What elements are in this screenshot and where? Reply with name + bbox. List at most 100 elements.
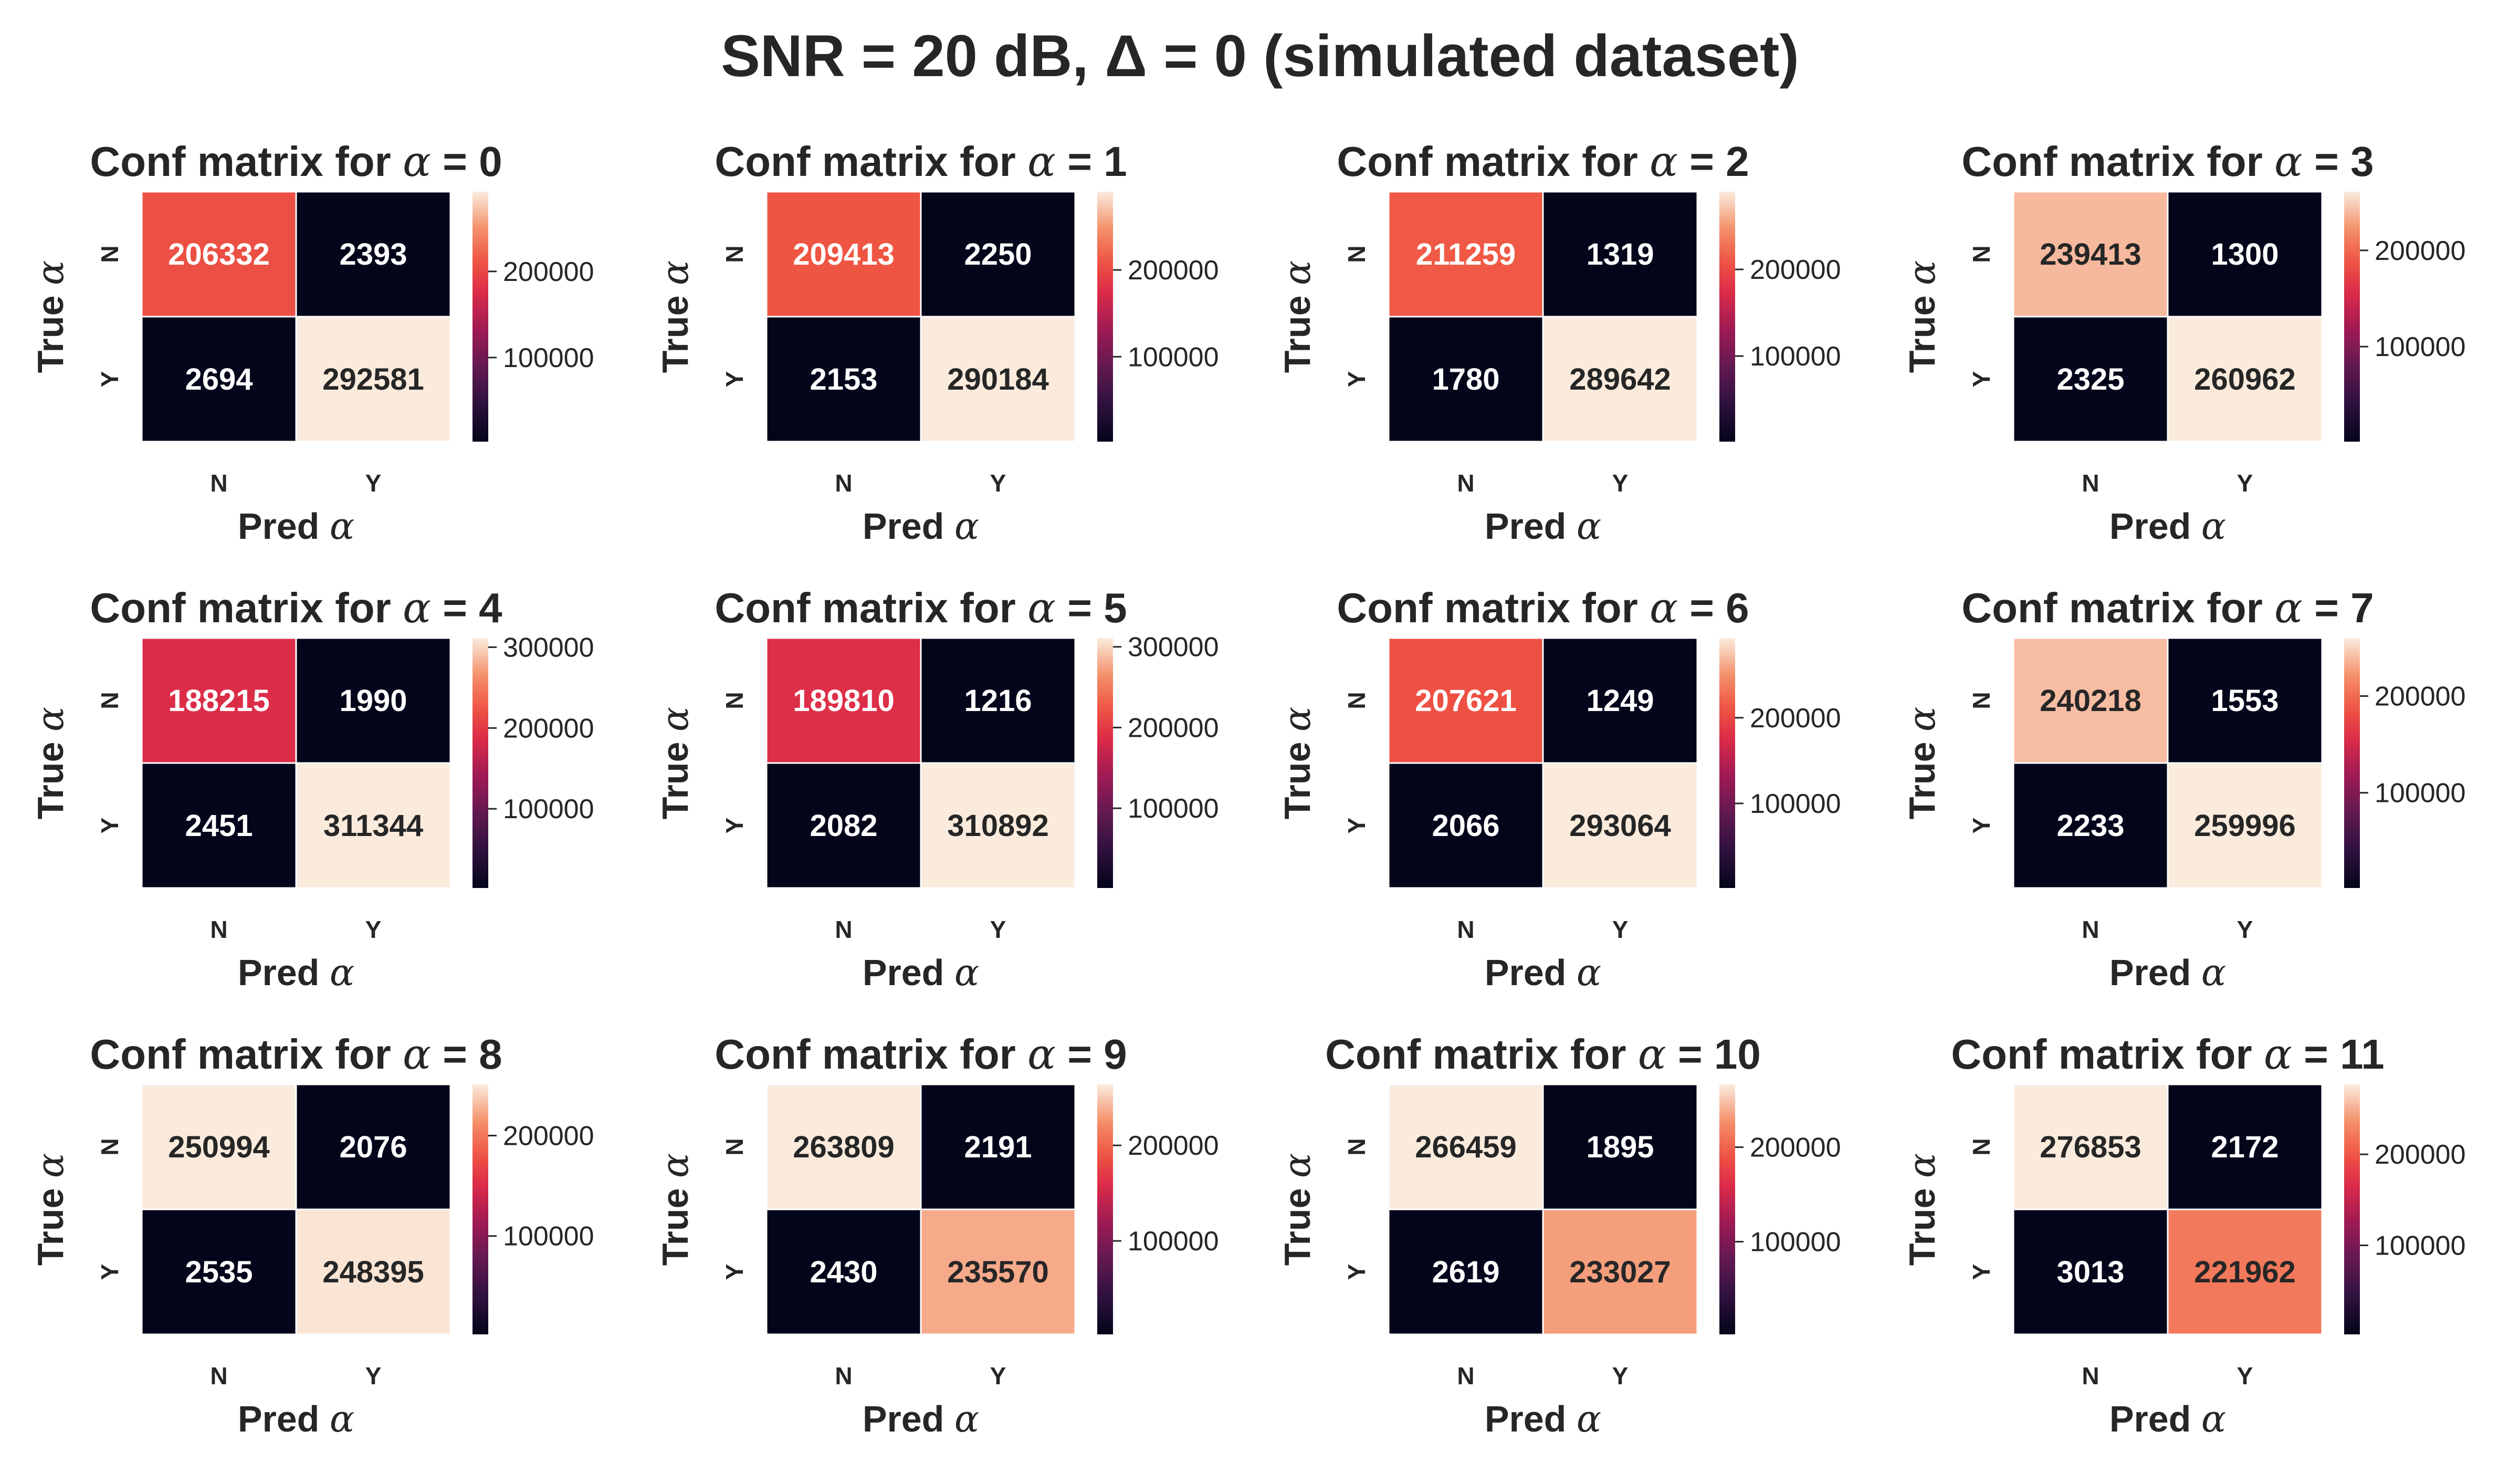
- cell-value-label: 1249: [1586, 684, 1654, 718]
- cell-value-label: 2172: [2211, 1130, 2278, 1164]
- heatmap-panel: Conf matrix for α = 10 266459 1895 2619 2330…: [1276, 1030, 1841, 1440]
- y-tick-label: Y: [721, 818, 748, 834]
- heatmap-cell: [2167, 191, 2323, 318]
- x-tick-label: Y: [2237, 916, 2253, 943]
- colorbar: [1719, 638, 1735, 888]
- cell-value-label: 290184: [947, 362, 1049, 396]
- x-axis-label: Pred α: [238, 505, 354, 548]
- y-axis-label: True α: [29, 1153, 72, 1266]
- y-tick-label: N: [96, 245, 123, 263]
- panel-title-prefix: Conf matrix for: [1337, 138, 1650, 185]
- cell-value-label: 2066: [1432, 809, 1499, 843]
- y-axis-label: True α: [1276, 260, 1319, 373]
- colorbar: [472, 638, 488, 888]
- heatmap-cell: [1388, 762, 1544, 889]
- panel-title-value: = 8: [431, 1031, 502, 1078]
- cell-value-label: 2153: [810, 362, 877, 396]
- colorbar-tick-label: 100000: [503, 343, 594, 373]
- heatmap-cell: [295, 1208, 452, 1335]
- cell-value-label: 263809: [793, 1130, 895, 1164]
- heatmap-panel: Conf matrix for α = 7 240218 1553 2233 25999…: [1900, 583, 2466, 994]
- y-tick-label: N: [1968, 245, 1995, 263]
- x-tick-label: Y: [1612, 916, 1629, 943]
- heatmap-cell: [2167, 316, 2323, 443]
- cell-value-label: 248395: [322, 1255, 424, 1289]
- y-tick-label: N: [1343, 245, 1370, 263]
- heatmap-cell: [295, 1083, 452, 1210]
- colorbar: [2344, 1084, 2360, 1334]
- panel-title-alpha: α: [1027, 583, 1056, 632]
- panel-title-value: = 7: [2303, 584, 2374, 631]
- panel-title-prefix: Conf matrix for: [1961, 138, 2274, 185]
- colorbar-tick-label: 100000: [2375, 1230, 2466, 1261]
- colorbar-tick-label: 200000: [503, 1121, 594, 1152]
- heatmap-cell: [295, 637, 452, 764]
- x-axis-label: Pred α: [2109, 951, 2226, 994]
- y-axis-label: True α: [29, 707, 72, 820]
- cell-value-label: 3013: [2056, 1255, 2124, 1289]
- panel-title-alpha: α: [1027, 137, 1056, 186]
- colorbar-tick-label: 200000: [1128, 1131, 1219, 1161]
- heatmap-panel: Conf matrix for α = 9 263809 2191 2430 23557…: [654, 1030, 1219, 1440]
- heatmap-cell: [765, 637, 922, 764]
- cell-value-label: 1780: [1432, 362, 1499, 396]
- colorbar: [472, 192, 488, 442]
- x-tick-label: N: [2082, 469, 2099, 497]
- x-tick-label: N: [835, 469, 852, 497]
- panel-title-value: = 5: [1056, 584, 1127, 631]
- y-tick-label: Y: [1968, 371, 1995, 388]
- panel-title-value: = 11: [2292, 1031, 2385, 1078]
- cell-value-label: 209413: [793, 237, 895, 271]
- heatmap-cell: [1542, 762, 1698, 889]
- heatmap-cell: [1542, 191, 1698, 318]
- x-tick-label: N: [1457, 916, 1474, 943]
- colorbar-tick-label: 200000: [1750, 1133, 1841, 1163]
- panel-title: Conf matrix for α = 3: [1961, 137, 2374, 186]
- colorbar-tick-label: 100000: [503, 794, 594, 824]
- panel-title-value: = 2: [1678, 138, 1749, 185]
- heatmap-cell: [1388, 1208, 1544, 1335]
- y-axis-label: True α: [1900, 1153, 1944, 1266]
- cell-value-label: 2325: [2056, 362, 2124, 396]
- x-axis-label: Pred α: [863, 951, 979, 994]
- heatmap-cell: [141, 191, 297, 318]
- x-axis-label: Pred α: [1485, 1397, 1601, 1440]
- heatmap-cell: [1542, 1083, 1698, 1210]
- heatmap-cell: [2012, 1208, 2169, 1335]
- cell-value-label: 233027: [1569, 1255, 1671, 1289]
- cell-value-label: 2076: [339, 1130, 407, 1164]
- x-tick-label: Y: [365, 916, 382, 943]
- panel-title-alpha: α: [1650, 583, 1678, 632]
- panel-title-alpha: α: [1650, 137, 1678, 186]
- colorbar-tick-label: 100000: [2375, 778, 2466, 809]
- panel-title: Conf matrix for α = 9: [715, 1030, 1127, 1079]
- colorbar-tick-label: 300000: [503, 632, 594, 663]
- heatmap-cell: [2012, 762, 2169, 889]
- y-tick-label: N: [1343, 692, 1370, 709]
- panel-title: Conf matrix for α = 0: [90, 137, 502, 186]
- y-tick-label: N: [1343, 1138, 1370, 1155]
- panel-title-prefix: Conf matrix for: [715, 584, 1027, 631]
- cell-value-label: 2082: [810, 809, 877, 843]
- panel-title-value: = 3: [2303, 138, 2374, 185]
- panel-title-prefix: Conf matrix for: [90, 584, 403, 631]
- cell-value-label: 1216: [964, 684, 1032, 718]
- heatmap-panel: Conf matrix for α = 2 211259 1319 1780 28964…: [1276, 137, 1841, 548]
- panel-title-alpha: α: [2274, 137, 2303, 186]
- heatmap-cell: [920, 191, 1076, 318]
- x-tick-label: Y: [2237, 1362, 2253, 1390]
- cell-value-label: 1319: [1586, 237, 1654, 271]
- y-axis-label: True α: [1276, 1153, 1319, 1266]
- colorbar-tick-label: 200000: [2375, 1140, 2466, 1170]
- y-tick-label: N: [721, 692, 748, 709]
- heatmap-cell: [295, 316, 452, 443]
- panel-title-prefix: Conf matrix for: [90, 138, 403, 185]
- cell-value-label: 240218: [2040, 684, 2141, 718]
- heatmap-cell: [2012, 1083, 2169, 1210]
- heatmap-cell: [2012, 191, 2169, 318]
- panel-title-alpha: α: [403, 137, 431, 186]
- y-tick-label: Y: [96, 1264, 123, 1280]
- cell-value-label: 239413: [2040, 237, 2141, 271]
- heatmap-cell: [765, 762, 922, 889]
- heatmap-cell: [765, 316, 922, 443]
